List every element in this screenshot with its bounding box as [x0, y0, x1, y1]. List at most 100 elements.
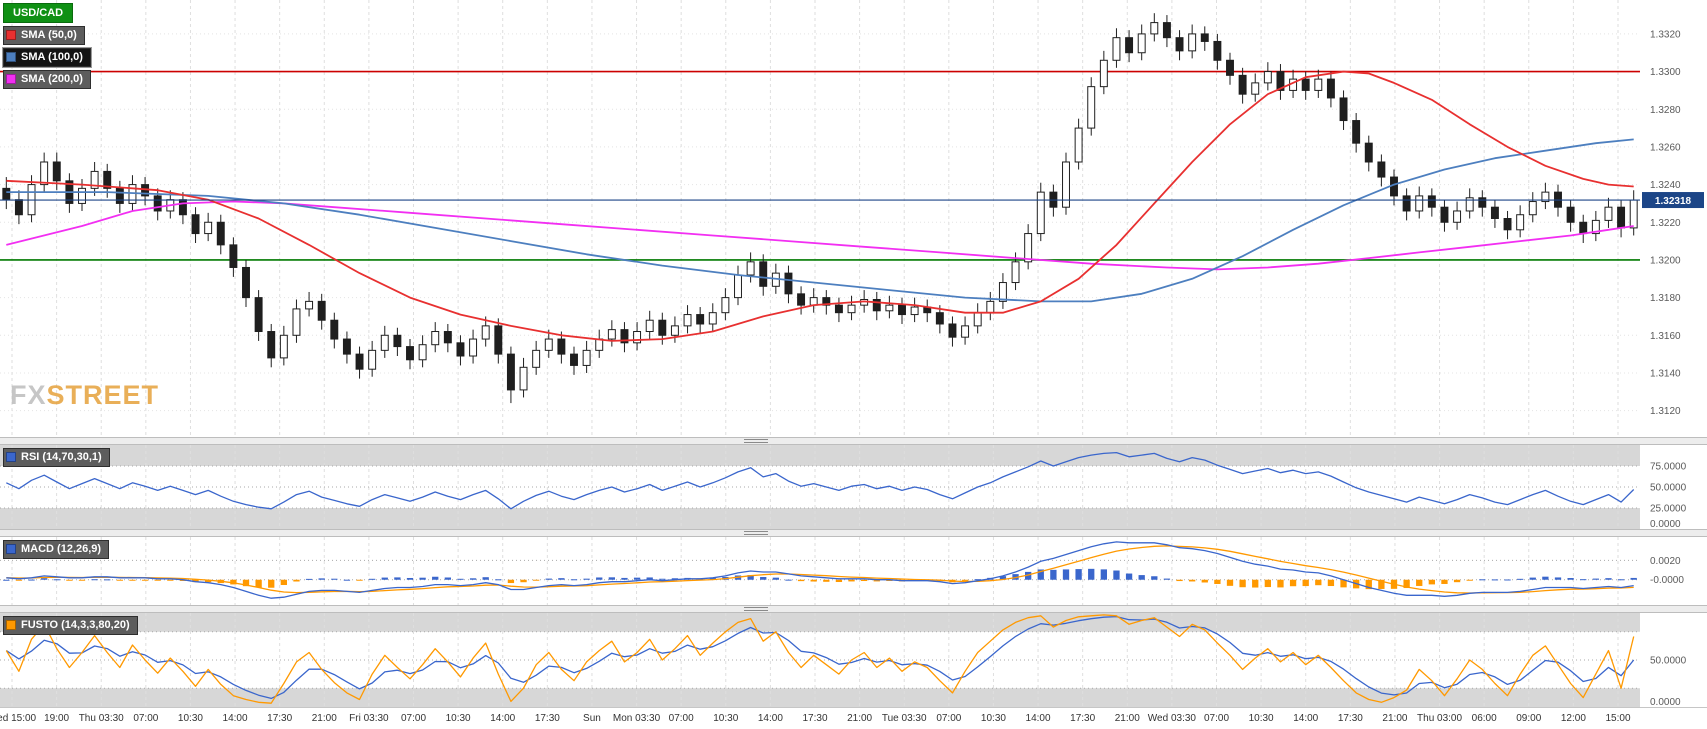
- indicator-tick-label: 0.0020: [1650, 556, 1681, 567]
- indicator-tick-label: -0.0000: [1650, 575, 1684, 586]
- price-tick-label: 1.3160: [1650, 331, 1681, 342]
- stochastic-panel-legend: FUSTO (14,3,3,80,20): [3, 616, 138, 635]
- time-label: 09:00: [1516, 713, 1542, 724]
- macd-signal-line: [6, 545, 1634, 594]
- indicator-tick-label: 75.0000: [1650, 462, 1687, 473]
- rsi-panel-legend: RSI (14,70,30,1): [3, 448, 110, 467]
- panel-divider[interactable]: [0, 605, 1707, 613]
- time-label: 17:30: [1337, 713, 1363, 724]
- price-tick-label: 1.3320: [1650, 29, 1681, 40]
- sma50-badge[interactable]: SMA (50,0): [3, 26, 85, 45]
- panel-divider[interactable]: [0, 437, 1707, 445]
- time-axis: Wed 15:00 19:00 Thu 03:30 07:00 10:30 14:00 17…: [0, 707, 1707, 729]
- instrument-label: USD/CAD: [13, 7, 64, 19]
- time-label: 17:30: [534, 713, 560, 724]
- threshold-band: [0, 445, 1640, 466]
- time-label: 17:30: [267, 713, 293, 724]
- current-price-label: 1.32318: [1655, 196, 1692, 207]
- sma200-line: [6, 200, 1634, 271]
- rsi-label: RSI (14,70,30,1): [21, 451, 102, 463]
- macd-color-swatch: [6, 544, 16, 554]
- time-label: Thu 03:30: [78, 713, 124, 724]
- resize-grip-icon[interactable]: [744, 607, 768, 611]
- sma100-color-swatch: [6, 52, 16, 62]
- time-label: 14:00: [1025, 713, 1051, 724]
- indicator-tick-label: 0.0000: [1650, 697, 1681, 707]
- rsi-panel: 75.0000 50.0000 25.0000 0.0000 RSI (14,70,3…: [0, 445, 1707, 529]
- time-label: Wed 03:30: [1147, 713, 1196, 724]
- sma50-label: SMA (50,0): [21, 29, 77, 41]
- current-price-badge: [1642, 192, 1704, 209]
- threshold-band: [0, 508, 1640, 529]
- stochastic-badge[interactable]: FUSTO (14,3,3,80,20): [3, 616, 138, 635]
- time-label: Wed 15:00: [0, 713, 37, 724]
- sma50-line: [6, 70, 1634, 342]
- price-chart-canvas[interactable]: 1.3320 1.3300 1.3280 1.3260 1.3240 1.3220 1.32…: [0, 0, 1707, 437]
- time-label: 06:00: [1471, 713, 1497, 724]
- sma100-badge[interactable]: SMA (100,0): [2, 47, 92, 68]
- time-label: 14:00: [490, 713, 516, 724]
- rsi-color-swatch: [6, 452, 16, 462]
- time-label: 14:00: [757, 713, 783, 724]
- stochastic-color-swatch: [6, 620, 16, 630]
- sma200-badge[interactable]: SMA (200,0): [3, 70, 91, 89]
- time-label: 07:00: [936, 713, 962, 724]
- resize-grip-icon[interactable]: [744, 531, 768, 535]
- macd-panel: 0.0020 -0.0000 MACD (12,26,9): [0, 537, 1707, 605]
- time-gridlines: [11, 0, 1619, 437]
- rsi-badge[interactable]: RSI (14,70,30,1): [3, 448, 110, 467]
- time-label: 10:30: [445, 713, 471, 724]
- stochastic-panel: 50.0000 0.0000 FUSTO (14,3,3,80,20): [0, 613, 1707, 707]
- resize-grip-icon[interactable]: [744, 439, 768, 443]
- time-label: 10:30: [1248, 713, 1274, 724]
- stochastic-label: FUSTO (14,3,3,80,20): [21, 619, 130, 631]
- price-tick-label: 1.3260: [1650, 142, 1681, 153]
- price-tick-label: 1.3200: [1650, 255, 1681, 266]
- time-label: 07:00: [133, 713, 159, 724]
- time-label: 19:00: [44, 713, 70, 724]
- time-label: 14:00: [1293, 713, 1319, 724]
- price-tick-label: 1.3140: [1650, 368, 1681, 379]
- stochastic-chart-canvas[interactable]: 50.0000 0.0000: [0, 613, 1707, 707]
- indicator-tick-label: 25.0000: [1650, 504, 1687, 515]
- price-tick-label: 1.3300: [1650, 67, 1681, 78]
- rsi-line: [6, 451, 1635, 510]
- time-label: Sun: [583, 713, 601, 724]
- macd-chart-canvas[interactable]: 0.0020 -0.0000: [0, 537, 1707, 605]
- price-tick-label: 1.3180: [1650, 293, 1681, 304]
- price-panel: 1.3320 1.3300 1.3280 1.3260 1.3240 1.3220 1.32…: [0, 0, 1707, 437]
- time-label: Thu 03:00: [1417, 713, 1463, 724]
- time-label: 21:00: [1114, 713, 1140, 724]
- threshold-band: [0, 613, 1640, 632]
- price-tick-label: 1.3280: [1650, 105, 1681, 116]
- price-tick-label: 1.3120: [1650, 406, 1681, 417]
- sma200-color-swatch: [6, 74, 16, 84]
- sma200-label: SMA (200,0): [21, 73, 83, 85]
- panel-divider[interactable]: [0, 529, 1707, 537]
- time-label: 21:00: [1382, 713, 1408, 724]
- indicator-tick-label: 0.0000: [1650, 519, 1681, 529]
- time-label: 14:00: [222, 713, 248, 724]
- time-label: 17:30: [802, 713, 828, 724]
- time-label: Mon 03:30: [612, 713, 661, 724]
- sma100-label: SMA (100,0): [21, 51, 83, 63]
- price-panel-legend: USD/CAD SMA (50,0) SMA (100,0) SMA (200,…: [2, 3, 92, 89]
- time-label: 21:00: [311, 713, 337, 724]
- price-tick-label: 1.3240: [1650, 180, 1681, 191]
- sma50-color-swatch: [6, 30, 16, 40]
- time-label: 10:30: [713, 713, 739, 724]
- rsi-chart-canvas[interactable]: 75.0000 50.0000 25.0000 0.0000: [0, 445, 1707, 529]
- macd-badge[interactable]: MACD (12,26,9): [3, 540, 110, 559]
- stochastic-d-line: [5, 615, 1635, 700]
- time-label: 15:00: [1605, 713, 1631, 724]
- time-gridlines: [11, 613, 1619, 707]
- instrument-badge[interactable]: USD/CAD: [3, 3, 74, 23]
- indicator-tick-label: 50.0000: [1650, 656, 1687, 667]
- macd-label: MACD (12,26,9): [21, 543, 102, 555]
- price-gridlines: 1.3320 1.3300 1.3280 1.3260 1.3240 1.3220 1.32…: [0, 29, 1681, 417]
- time-label: Fri 03:30: [349, 713, 389, 724]
- time-label: 17:30: [1070, 713, 1096, 724]
- time-label: 10:30: [177, 713, 203, 724]
- time-label: Tue 03:30: [881, 713, 927, 724]
